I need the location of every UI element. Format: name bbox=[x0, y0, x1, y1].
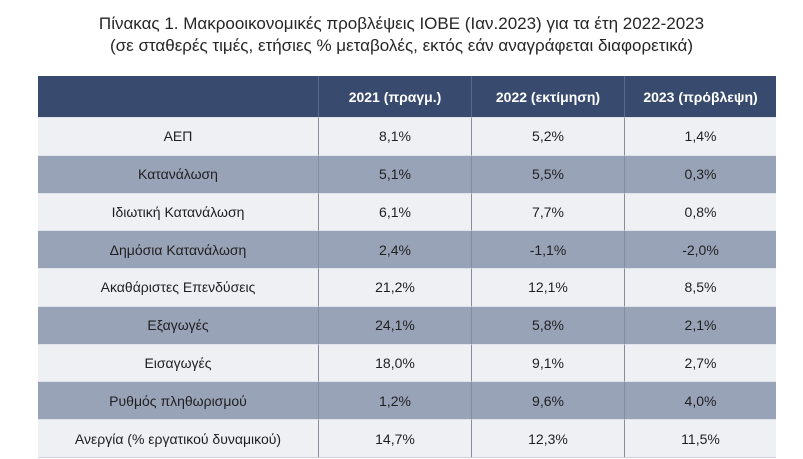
row-label: Εξαγωγές bbox=[38, 305, 318, 344]
cell-value: 8,5% bbox=[624, 268, 776, 306]
cell-value: 12,3% bbox=[471, 419, 624, 457]
cell-value: -1,1% bbox=[471, 230, 624, 269]
cell-value: 2,7% bbox=[624, 343, 776, 382]
row-label: Ιδιωτική Κατανάλωση bbox=[38, 192, 318, 231]
cell-value: 6,1% bbox=[318, 192, 471, 231]
cell-value: 9,6% bbox=[471, 381, 624, 420]
table-title-line1: Πίνακας 1. Μακροοικονομικές προβλέψεις Ι… bbox=[98, 14, 705, 33]
cell-value: 9,1% bbox=[471, 343, 624, 382]
cell-value: 2,1% bbox=[624, 305, 776, 344]
row-label: Εισαγωγές bbox=[38, 343, 318, 382]
row-label: Ανεργία (% εργατικού δυναμικού) bbox=[38, 419, 318, 457]
column-header: 2021 (πραγμ.) bbox=[318, 76, 471, 117]
cell-value: 24,1% bbox=[318, 305, 471, 344]
cell-value: 14,7% bbox=[318, 419, 471, 457]
table-title-line2: (σε σταθερές τιμές, ετήσιες % μεταβολές,… bbox=[109, 36, 694, 55]
cell-value: 5,5% bbox=[471, 154, 624, 193]
cell-value: -2,0% bbox=[624, 230, 776, 269]
column-header: 2022 (εκτίμηση) bbox=[471, 76, 624, 117]
cell-value: 1,2% bbox=[318, 381, 471, 420]
cell-value: 1,4% bbox=[624, 117, 776, 155]
cell-value: 12,1% bbox=[471, 268, 624, 306]
cell-value: 5,2% bbox=[471, 117, 624, 155]
row-label: Ακαθάριστες Επενδύσεις bbox=[38, 268, 318, 306]
cell-value: 8,1% bbox=[318, 117, 471, 155]
cell-value: 11,5% bbox=[624, 419, 776, 457]
table-title: Πίνακας 1. Μακροοικονομικές προβλέψεις Ι… bbox=[0, 13, 803, 57]
cell-value: 7,7% bbox=[471, 192, 624, 231]
row-label: Κατανάλωση bbox=[38, 154, 318, 193]
cell-value: 18,0% bbox=[318, 343, 471, 382]
row-label: Δημόσια Κατανάλωση bbox=[38, 230, 318, 269]
macro-forecast-table: 2021 (πραγμ.) 2022 (εκτίμηση) 2023 (πρόβλε… bbox=[38, 76, 776, 458]
table-corner-cell bbox=[38, 76, 318, 117]
cell-value: 0,3% bbox=[624, 154, 776, 193]
cell-value: 5,1% bbox=[318, 154, 471, 193]
row-label: ΑΕΠ bbox=[38, 117, 318, 155]
cell-value: 21,2% bbox=[318, 268, 471, 306]
row-label: Ρυθμός πληθωρισμού bbox=[38, 381, 318, 420]
cell-value: 5,8% bbox=[471, 305, 624, 344]
column-header: 2023 (πρόβλεψη) bbox=[624, 76, 776, 117]
cell-value: 2,4% bbox=[318, 230, 471, 269]
cell-value: 0,8% bbox=[624, 192, 776, 231]
cell-value: 4,0% bbox=[624, 381, 776, 420]
